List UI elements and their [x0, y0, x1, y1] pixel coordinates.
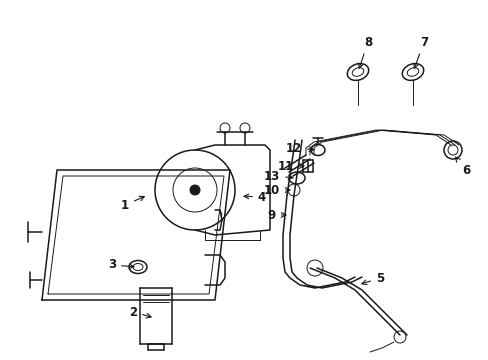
Text: 3: 3 — [108, 258, 134, 271]
Text: 9: 9 — [267, 208, 285, 221]
Text: 2: 2 — [129, 306, 151, 319]
Circle shape — [190, 185, 200, 195]
Text: 1: 1 — [121, 196, 144, 212]
Text: 10: 10 — [264, 184, 289, 197]
Text: 6: 6 — [455, 157, 469, 176]
Text: 13: 13 — [264, 170, 292, 183]
Text: 8: 8 — [358, 36, 371, 68]
Text: 4: 4 — [244, 190, 265, 203]
Text: 12: 12 — [285, 141, 313, 154]
Text: 5: 5 — [361, 271, 384, 285]
Text: 7: 7 — [413, 36, 427, 68]
Text: 11: 11 — [277, 159, 304, 172]
